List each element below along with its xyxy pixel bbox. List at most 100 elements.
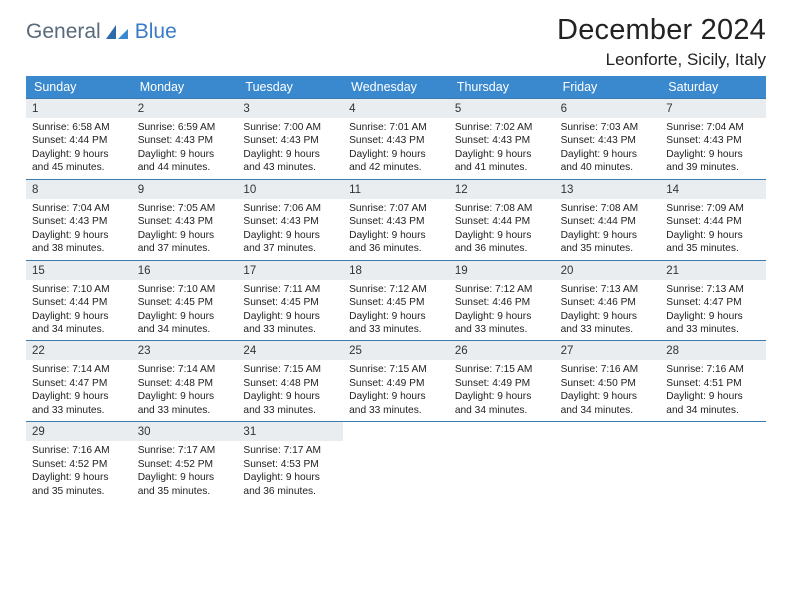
empty-cell — [343, 422, 449, 502]
day-cell: 20Sunrise: 7:13 AMSunset: 4:46 PMDayligh… — [555, 261, 661, 341]
sunrise-line: Sunrise: 7:08 AM — [455, 202, 549, 215]
daylight-line: Daylight: 9 hours and 40 minutes. — [561, 148, 655, 175]
day-info: Sunrise: 7:15 AMSunset: 4:49 PMDaylight:… — [343, 360, 449, 421]
sunrise-line: Sunrise: 7:02 AM — [455, 121, 549, 134]
sunset-line: Sunset: 4:43 PM — [666, 134, 760, 147]
day-info: Sunrise: 7:08 AMSunset: 4:44 PMDaylight:… — [555, 199, 661, 260]
day-info: Sunrise: 7:10 AMSunset: 4:44 PMDaylight:… — [26, 280, 132, 341]
daylight-line: Daylight: 9 hours and 33 minutes. — [455, 310, 549, 337]
daylight-line: Daylight: 9 hours and 42 minutes. — [349, 148, 443, 175]
daylight-line: Daylight: 9 hours and 37 minutes. — [138, 229, 232, 256]
sunrise-line: Sunrise: 7:04 AM — [666, 121, 760, 134]
sunset-line: Sunset: 4:52 PM — [32, 458, 126, 471]
sunrise-line: Sunrise: 7:14 AM — [138, 363, 232, 376]
daylight-line: Daylight: 9 hours and 36 minutes. — [455, 229, 549, 256]
sunset-line: Sunset: 4:46 PM — [455, 296, 549, 309]
day-info: Sunrise: 7:16 AMSunset: 4:50 PMDaylight:… — [555, 360, 661, 421]
sunrise-line: Sunrise: 7:04 AM — [32, 202, 126, 215]
day-number: 4 — [343, 99, 449, 118]
day-cell: 25Sunrise: 7:15 AMSunset: 4:49 PMDayligh… — [343, 341, 449, 421]
sunset-line: Sunset: 4:43 PM — [32, 215, 126, 228]
sunrise-line: Sunrise: 7:07 AM — [349, 202, 443, 215]
day-of-week-header: Tuesday — [237, 76, 343, 98]
daylight-line: Daylight: 9 hours and 33 minutes. — [243, 390, 337, 417]
day-info: Sunrise: 7:12 AMSunset: 4:45 PMDaylight:… — [343, 280, 449, 341]
empty-cell — [449, 422, 555, 502]
day-info: Sunrise: 6:58 AMSunset: 4:44 PMDaylight:… — [26, 118, 132, 179]
sunset-line: Sunset: 4:43 PM — [349, 134, 443, 147]
daylight-line: Daylight: 9 hours and 35 minutes. — [32, 471, 126, 498]
sunset-line: Sunset: 4:50 PM — [561, 377, 655, 390]
day-cell: 9Sunrise: 7:05 AMSunset: 4:43 PMDaylight… — [132, 180, 238, 260]
sunrise-line: Sunrise: 7:15 AM — [243, 363, 337, 376]
sunset-line: Sunset: 4:43 PM — [138, 215, 232, 228]
day-cell: 19Sunrise: 7:12 AMSunset: 4:46 PMDayligh… — [449, 261, 555, 341]
day-of-week-header: Monday — [132, 76, 238, 98]
day-number: 15 — [26, 261, 132, 280]
day-number: 10 — [237, 180, 343, 199]
day-of-week-header: Saturday — [660, 76, 766, 98]
day-info: Sunrise: 7:14 AMSunset: 4:48 PMDaylight:… — [132, 360, 238, 421]
brand-logo: General Blue — [26, 20, 177, 44]
empty-cell — [555, 422, 661, 502]
daylight-line: Daylight: 9 hours and 35 minutes. — [138, 471, 232, 498]
day-of-week-header: Friday — [555, 76, 661, 98]
sunrise-line: Sunrise: 7:17 AM — [243, 444, 337, 457]
daylight-line: Daylight: 9 hours and 38 minutes. — [32, 229, 126, 256]
day-number: 20 — [555, 261, 661, 280]
week-row: 29Sunrise: 7:16 AMSunset: 4:52 PMDayligh… — [26, 421, 766, 502]
day-number: 12 — [449, 180, 555, 199]
day-number: 30 — [132, 422, 238, 441]
daylight-line: Daylight: 9 hours and 37 minutes. — [243, 229, 337, 256]
day-cell: 7Sunrise: 7:04 AMSunset: 4:43 PMDaylight… — [660, 99, 766, 179]
sunrise-line: Sunrise: 7:08 AM — [561, 202, 655, 215]
day-number: 17 — [237, 261, 343, 280]
day-cell: 31Sunrise: 7:17 AMSunset: 4:53 PMDayligh… — [237, 422, 343, 502]
sunrise-line: Sunrise: 7:15 AM — [455, 363, 549, 376]
brand-text-1: General — [26, 20, 101, 44]
day-cell: 16Sunrise: 7:10 AMSunset: 4:45 PMDayligh… — [132, 261, 238, 341]
sunset-line: Sunset: 4:43 PM — [138, 134, 232, 147]
day-cell: 13Sunrise: 7:08 AMSunset: 4:44 PMDayligh… — [555, 180, 661, 260]
day-cell: 26Sunrise: 7:15 AMSunset: 4:49 PMDayligh… — [449, 341, 555, 421]
sunset-line: Sunset: 4:44 PM — [32, 134, 126, 147]
day-of-week-header: Thursday — [449, 76, 555, 98]
calendar-grid: SundayMondayTuesdayWednesdayThursdayFrid… — [26, 76, 766, 502]
daylight-line: Daylight: 9 hours and 41 minutes. — [455, 148, 549, 175]
day-cell: 2Sunrise: 6:59 AMSunset: 4:43 PMDaylight… — [132, 99, 238, 179]
day-info: Sunrise: 7:11 AMSunset: 4:45 PMDaylight:… — [237, 280, 343, 341]
day-number: 9 — [132, 180, 238, 199]
sunrise-line: Sunrise: 7:12 AM — [349, 283, 443, 296]
day-cell: 27Sunrise: 7:16 AMSunset: 4:50 PMDayligh… — [555, 341, 661, 421]
day-info: Sunrise: 7:00 AMSunset: 4:43 PMDaylight:… — [237, 118, 343, 179]
sunrise-line: Sunrise: 7:16 AM — [561, 363, 655, 376]
day-cell: 17Sunrise: 7:11 AMSunset: 4:45 PMDayligh… — [237, 261, 343, 341]
week-row: 8Sunrise: 7:04 AMSunset: 4:43 PMDaylight… — [26, 179, 766, 260]
weeks-container: 1Sunrise: 6:58 AMSunset: 4:44 PMDaylight… — [26, 98, 766, 502]
sunset-line: Sunset: 4:48 PM — [243, 377, 337, 390]
day-cell: 12Sunrise: 7:08 AMSunset: 4:44 PMDayligh… — [449, 180, 555, 260]
week-row: 15Sunrise: 7:10 AMSunset: 4:44 PMDayligh… — [26, 260, 766, 341]
daylight-line: Daylight: 9 hours and 35 minutes. — [666, 229, 760, 256]
daylight-line: Daylight: 9 hours and 34 minutes. — [666, 390, 760, 417]
day-number: 3 — [237, 99, 343, 118]
day-info: Sunrise: 7:13 AMSunset: 4:46 PMDaylight:… — [555, 280, 661, 341]
day-cell: 3Sunrise: 7:00 AMSunset: 4:43 PMDaylight… — [237, 99, 343, 179]
sunrise-line: Sunrise: 7:10 AM — [32, 283, 126, 296]
location-label: Leonforte, Sicily, Italy — [557, 50, 766, 70]
title-block: December 2024 Leonforte, Sicily, Italy — [557, 14, 766, 70]
day-cell: 23Sunrise: 7:14 AMSunset: 4:48 PMDayligh… — [132, 341, 238, 421]
day-number: 6 — [555, 99, 661, 118]
day-info: Sunrise: 7:12 AMSunset: 4:46 PMDaylight:… — [449, 280, 555, 341]
day-cell: 4Sunrise: 7:01 AMSunset: 4:43 PMDaylight… — [343, 99, 449, 179]
sunset-line: Sunset: 4:53 PM — [243, 458, 337, 471]
sunset-line: Sunset: 4:49 PM — [455, 377, 549, 390]
daylight-line: Daylight: 9 hours and 44 minutes. — [138, 148, 232, 175]
sunset-line: Sunset: 4:51 PM — [666, 377, 760, 390]
sunset-line: Sunset: 4:43 PM — [455, 134, 549, 147]
day-number: 1 — [26, 99, 132, 118]
sunrise-line: Sunrise: 7:11 AM — [243, 283, 337, 296]
day-info: Sunrise: 7:05 AMSunset: 4:43 PMDaylight:… — [132, 199, 238, 260]
day-number: 13 — [555, 180, 661, 199]
sunrise-line: Sunrise: 6:59 AM — [138, 121, 232, 134]
